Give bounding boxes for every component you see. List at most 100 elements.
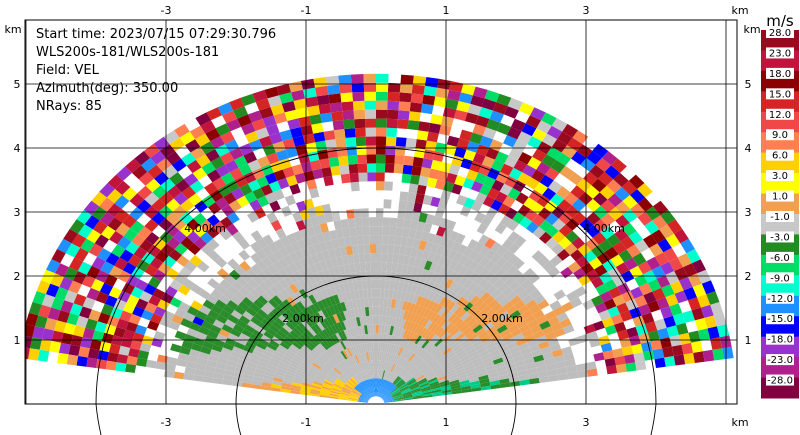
field-cell bbox=[450, 382, 461, 387]
field-cell bbox=[453, 262, 464, 274]
field-cell bbox=[536, 120, 552, 134]
field-cell bbox=[419, 338, 427, 347]
field-cell bbox=[237, 114, 252, 127]
field-cell bbox=[458, 92, 473, 104]
field-cell bbox=[384, 280, 391, 290]
field-cell bbox=[293, 376, 304, 383]
field-cell bbox=[376, 315, 380, 325]
field-cell bbox=[394, 236, 402, 246]
field-cell bbox=[538, 207, 552, 220]
field-cell bbox=[458, 275, 469, 287]
field-cell bbox=[350, 366, 358, 375]
field-cell bbox=[379, 388, 384, 397]
field-cell bbox=[315, 233, 326, 244]
field-cell bbox=[401, 227, 410, 238]
field-cell bbox=[153, 306, 166, 318]
field-cell bbox=[36, 280, 51, 295]
field-cell bbox=[665, 233, 681, 248]
field-cell bbox=[346, 368, 354, 377]
field-cell bbox=[174, 307, 187, 319]
field-cell bbox=[365, 334, 369, 344]
field-cell bbox=[376, 217, 384, 227]
field-cell bbox=[408, 111, 421, 122]
field-cell bbox=[361, 362, 366, 372]
field-cell bbox=[499, 183, 513, 196]
field-cell bbox=[350, 236, 358, 246]
field-cell bbox=[313, 360, 323, 368]
field-cell bbox=[205, 149, 220, 162]
y-tick-label-right: 5 bbox=[745, 78, 752, 91]
field-cell bbox=[309, 393, 320, 397]
field-cell bbox=[122, 214, 137, 229]
field-cell bbox=[622, 195, 638, 209]
field-cell bbox=[377, 351, 380, 361]
field-cell bbox=[487, 312, 499, 322]
field-cell bbox=[180, 318, 193, 328]
field-cell bbox=[397, 367, 404, 376]
field-cell bbox=[221, 324, 233, 334]
field-cell bbox=[386, 362, 391, 372]
field-cell bbox=[518, 152, 533, 165]
field-cell bbox=[382, 217, 391, 227]
field-cell bbox=[256, 176, 269, 188]
field-cell bbox=[345, 272, 353, 283]
field-cell bbox=[677, 253, 692, 268]
field-cell bbox=[286, 368, 297, 375]
field-cell bbox=[355, 298, 362, 309]
field-cell bbox=[169, 297, 182, 308]
field-cell bbox=[117, 236, 132, 250]
field-cell bbox=[57, 352, 69, 365]
field-cell bbox=[415, 347, 424, 356]
field-cell bbox=[330, 390, 341, 395]
field-cell bbox=[467, 239, 479, 250]
field-cell bbox=[425, 214, 435, 225]
field-cell bbox=[380, 389, 387, 398]
field-cell bbox=[202, 340, 214, 350]
field-cell bbox=[147, 320, 160, 331]
field-cell bbox=[341, 101, 354, 112]
field-cell bbox=[275, 228, 287, 239]
field-cell bbox=[262, 378, 273, 384]
field-cell bbox=[387, 384, 395, 392]
field-cell bbox=[276, 292, 287, 302]
field-cell bbox=[291, 315, 302, 325]
field-cell bbox=[354, 118, 366, 129]
y-tick-label-right: 4 bbox=[745, 142, 752, 155]
field-cell bbox=[369, 324, 374, 334]
field-cell bbox=[455, 332, 465, 342]
field-cell bbox=[416, 336, 425, 346]
field-cell bbox=[215, 123, 231, 137]
x-unit-bottom: km bbox=[731, 416, 748, 429]
field-cell bbox=[602, 350, 615, 360]
field-cell bbox=[309, 350, 319, 359]
field-cell bbox=[355, 317, 361, 327]
field-cell bbox=[136, 357, 148, 367]
field-cell bbox=[171, 314, 184, 325]
field-cell bbox=[462, 326, 473, 336]
field-cell bbox=[320, 367, 330, 375]
field-cell bbox=[212, 377, 223, 385]
field-cell bbox=[41, 269, 55, 284]
field-cell bbox=[436, 355, 447, 363]
field-cell bbox=[338, 265, 346, 275]
field-cell bbox=[91, 206, 107, 221]
field-cell bbox=[422, 94, 436, 106]
field-cell bbox=[515, 192, 529, 205]
field-cell bbox=[545, 237, 559, 250]
field-cell bbox=[583, 171, 598, 186]
field-cell bbox=[49, 340, 61, 353]
field-cell bbox=[206, 238, 220, 251]
field-cell bbox=[376, 100, 388, 110]
field-cell bbox=[318, 355, 328, 363]
field-cell bbox=[433, 96, 447, 108]
field-cell bbox=[376, 378, 377, 388]
field-cell bbox=[492, 102, 508, 115]
info-block: Start time: 2023/07/15 07:29:30.796WLS20… bbox=[36, 27, 276, 114]
field-cell bbox=[445, 172, 458, 184]
field-cell bbox=[226, 223, 239, 236]
field-cell bbox=[292, 357, 303, 365]
field-cell bbox=[468, 377, 480, 383]
field-cell bbox=[283, 275, 294, 287]
field-cell bbox=[507, 231, 520, 243]
